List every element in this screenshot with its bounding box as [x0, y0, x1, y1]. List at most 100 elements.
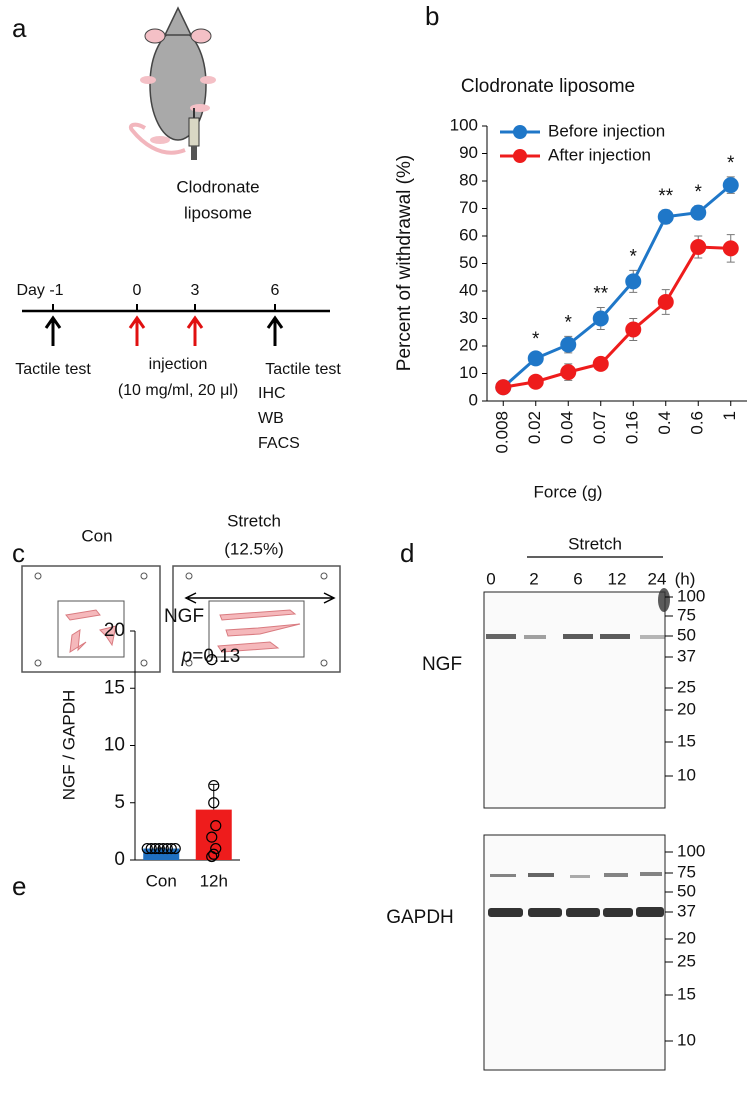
- marker-label: 25: [677, 951, 696, 970]
- legend-label: Before injection: [548, 121, 665, 140]
- legend-label: After injection: [548, 145, 651, 164]
- data-point: [625, 273, 642, 290]
- chart-title: Clodronate liposome: [461, 76, 635, 97]
- data-point: [527, 350, 544, 367]
- significance: **: [593, 284, 608, 305]
- marker-label: 15: [677, 984, 696, 1003]
- x-tick-label: 0.02: [525, 411, 544, 444]
- timeline-note: IHC: [258, 385, 286, 402]
- data-point: [657, 208, 674, 225]
- x-tick-label: 0.008: [493, 411, 512, 454]
- chart-title: NGF: [164, 606, 204, 627]
- data-point: [169, 842, 181, 855]
- x-tick-label: 0.16: [623, 411, 642, 444]
- data-point: [165, 842, 177, 855]
- timeline-note: injection: [149, 356, 208, 373]
- marker-label: 37: [677, 646, 696, 665]
- data-point: [210, 820, 222, 832]
- p-symbol: p: [181, 646, 193, 667]
- y-tick-label: 60: [459, 225, 478, 244]
- marker-label: 20: [677, 699, 696, 718]
- x-axis-label: Force (g): [534, 482, 603, 501]
- day-label: 0: [133, 282, 142, 299]
- marker-label: 100: [677, 586, 705, 605]
- y-tick-label: 50: [459, 253, 478, 272]
- unit-label: (h): [675, 569, 696, 588]
- drug-name: liposome: [184, 203, 252, 222]
- data-point: [208, 797, 220, 809]
- blot-label: NGF: [422, 654, 462, 675]
- lane-label: 6: [573, 569, 582, 588]
- marker-label: 10: [677, 765, 696, 784]
- data-point: [161, 842, 173, 855]
- y-tick-label: 15: [104, 677, 125, 698]
- bar: [143, 848, 180, 860]
- data-point: [153, 842, 165, 855]
- western-blot: [483, 588, 670, 1071]
- data-point: [690, 204, 707, 221]
- data-point: [206, 831, 218, 843]
- data-point: [141, 842, 153, 855]
- y-tick-label: 90: [459, 143, 478, 162]
- marker-label: 100: [677, 841, 705, 860]
- y-tick-label: 10: [459, 363, 478, 382]
- significance: *: [727, 153, 735, 174]
- series-line: [502, 245, 731, 389]
- significance: *: [630, 246, 638, 267]
- lane-label: 0: [486, 569, 495, 588]
- data-point: [592, 310, 609, 327]
- data-point: [208, 848, 220, 860]
- y-axis-label: Percent of withdrawal (%): [394, 155, 415, 371]
- data-point: [527, 373, 544, 390]
- lane-label: 2: [529, 569, 538, 588]
- significance: *: [532, 329, 540, 350]
- error-bar: [209, 783, 218, 810]
- x-tick-label: 0.4: [655, 411, 674, 435]
- marker-label: 50: [677, 881, 696, 900]
- lane-label: 24: [648, 569, 667, 588]
- marker-label: 75: [677, 862, 696, 881]
- condition-label: Stretch: [568, 534, 622, 553]
- data-point: [625, 321, 642, 338]
- significance: **: [658, 186, 673, 207]
- drug-name: Clodronate: [176, 177, 259, 196]
- timeline-note: (10 mg/ml, 20 μl): [118, 382, 238, 399]
- data-point: [206, 654, 218, 666]
- y-tick-label: 10: [104, 735, 125, 756]
- panel-letter: d: [400, 538, 414, 568]
- day-label: Day -1: [16, 282, 63, 299]
- data-point: [149, 842, 161, 855]
- lane-label: 12: [608, 569, 627, 588]
- day-label: 6: [271, 282, 280, 299]
- panel-letter: a: [12, 13, 27, 43]
- day-label: 3: [191, 282, 200, 299]
- x-tick-label: Con: [146, 871, 177, 890]
- marker-label: 50: [677, 625, 696, 644]
- data-point: [592, 355, 609, 372]
- x-tick-label: 0.04: [558, 411, 577, 444]
- condition-label: Con: [81, 526, 112, 545]
- data-point: [560, 364, 577, 381]
- data-point: [690, 239, 707, 255]
- panel-letter: e: [12, 871, 26, 901]
- x-tick-label: 0.07: [590, 411, 609, 444]
- blot-label: GAPDH: [386, 907, 454, 928]
- legend-marker: [513, 125, 527, 139]
- y-tick-label: 0: [114, 849, 125, 870]
- y-tick-label: 20: [104, 620, 125, 641]
- timeline: [22, 304, 330, 346]
- data-point: [206, 850, 218, 863]
- y-tick-label: 20: [459, 335, 478, 354]
- mouse-illustration: [128, 6, 216, 160]
- panel-letter: c: [12, 538, 25, 568]
- x-tick-label: 1: [720, 411, 739, 420]
- panel-letter: b: [425, 1, 439, 31]
- y-tick-label: 0: [469, 390, 478, 409]
- timeline-note: Tactile test: [265, 361, 341, 378]
- data-point: [157, 842, 169, 855]
- y-tick-label: 5: [114, 792, 125, 813]
- y-tick-label: 100: [450, 115, 478, 134]
- x-tick-label: 0.6: [688, 411, 707, 435]
- marker-label: 10: [677, 1030, 696, 1049]
